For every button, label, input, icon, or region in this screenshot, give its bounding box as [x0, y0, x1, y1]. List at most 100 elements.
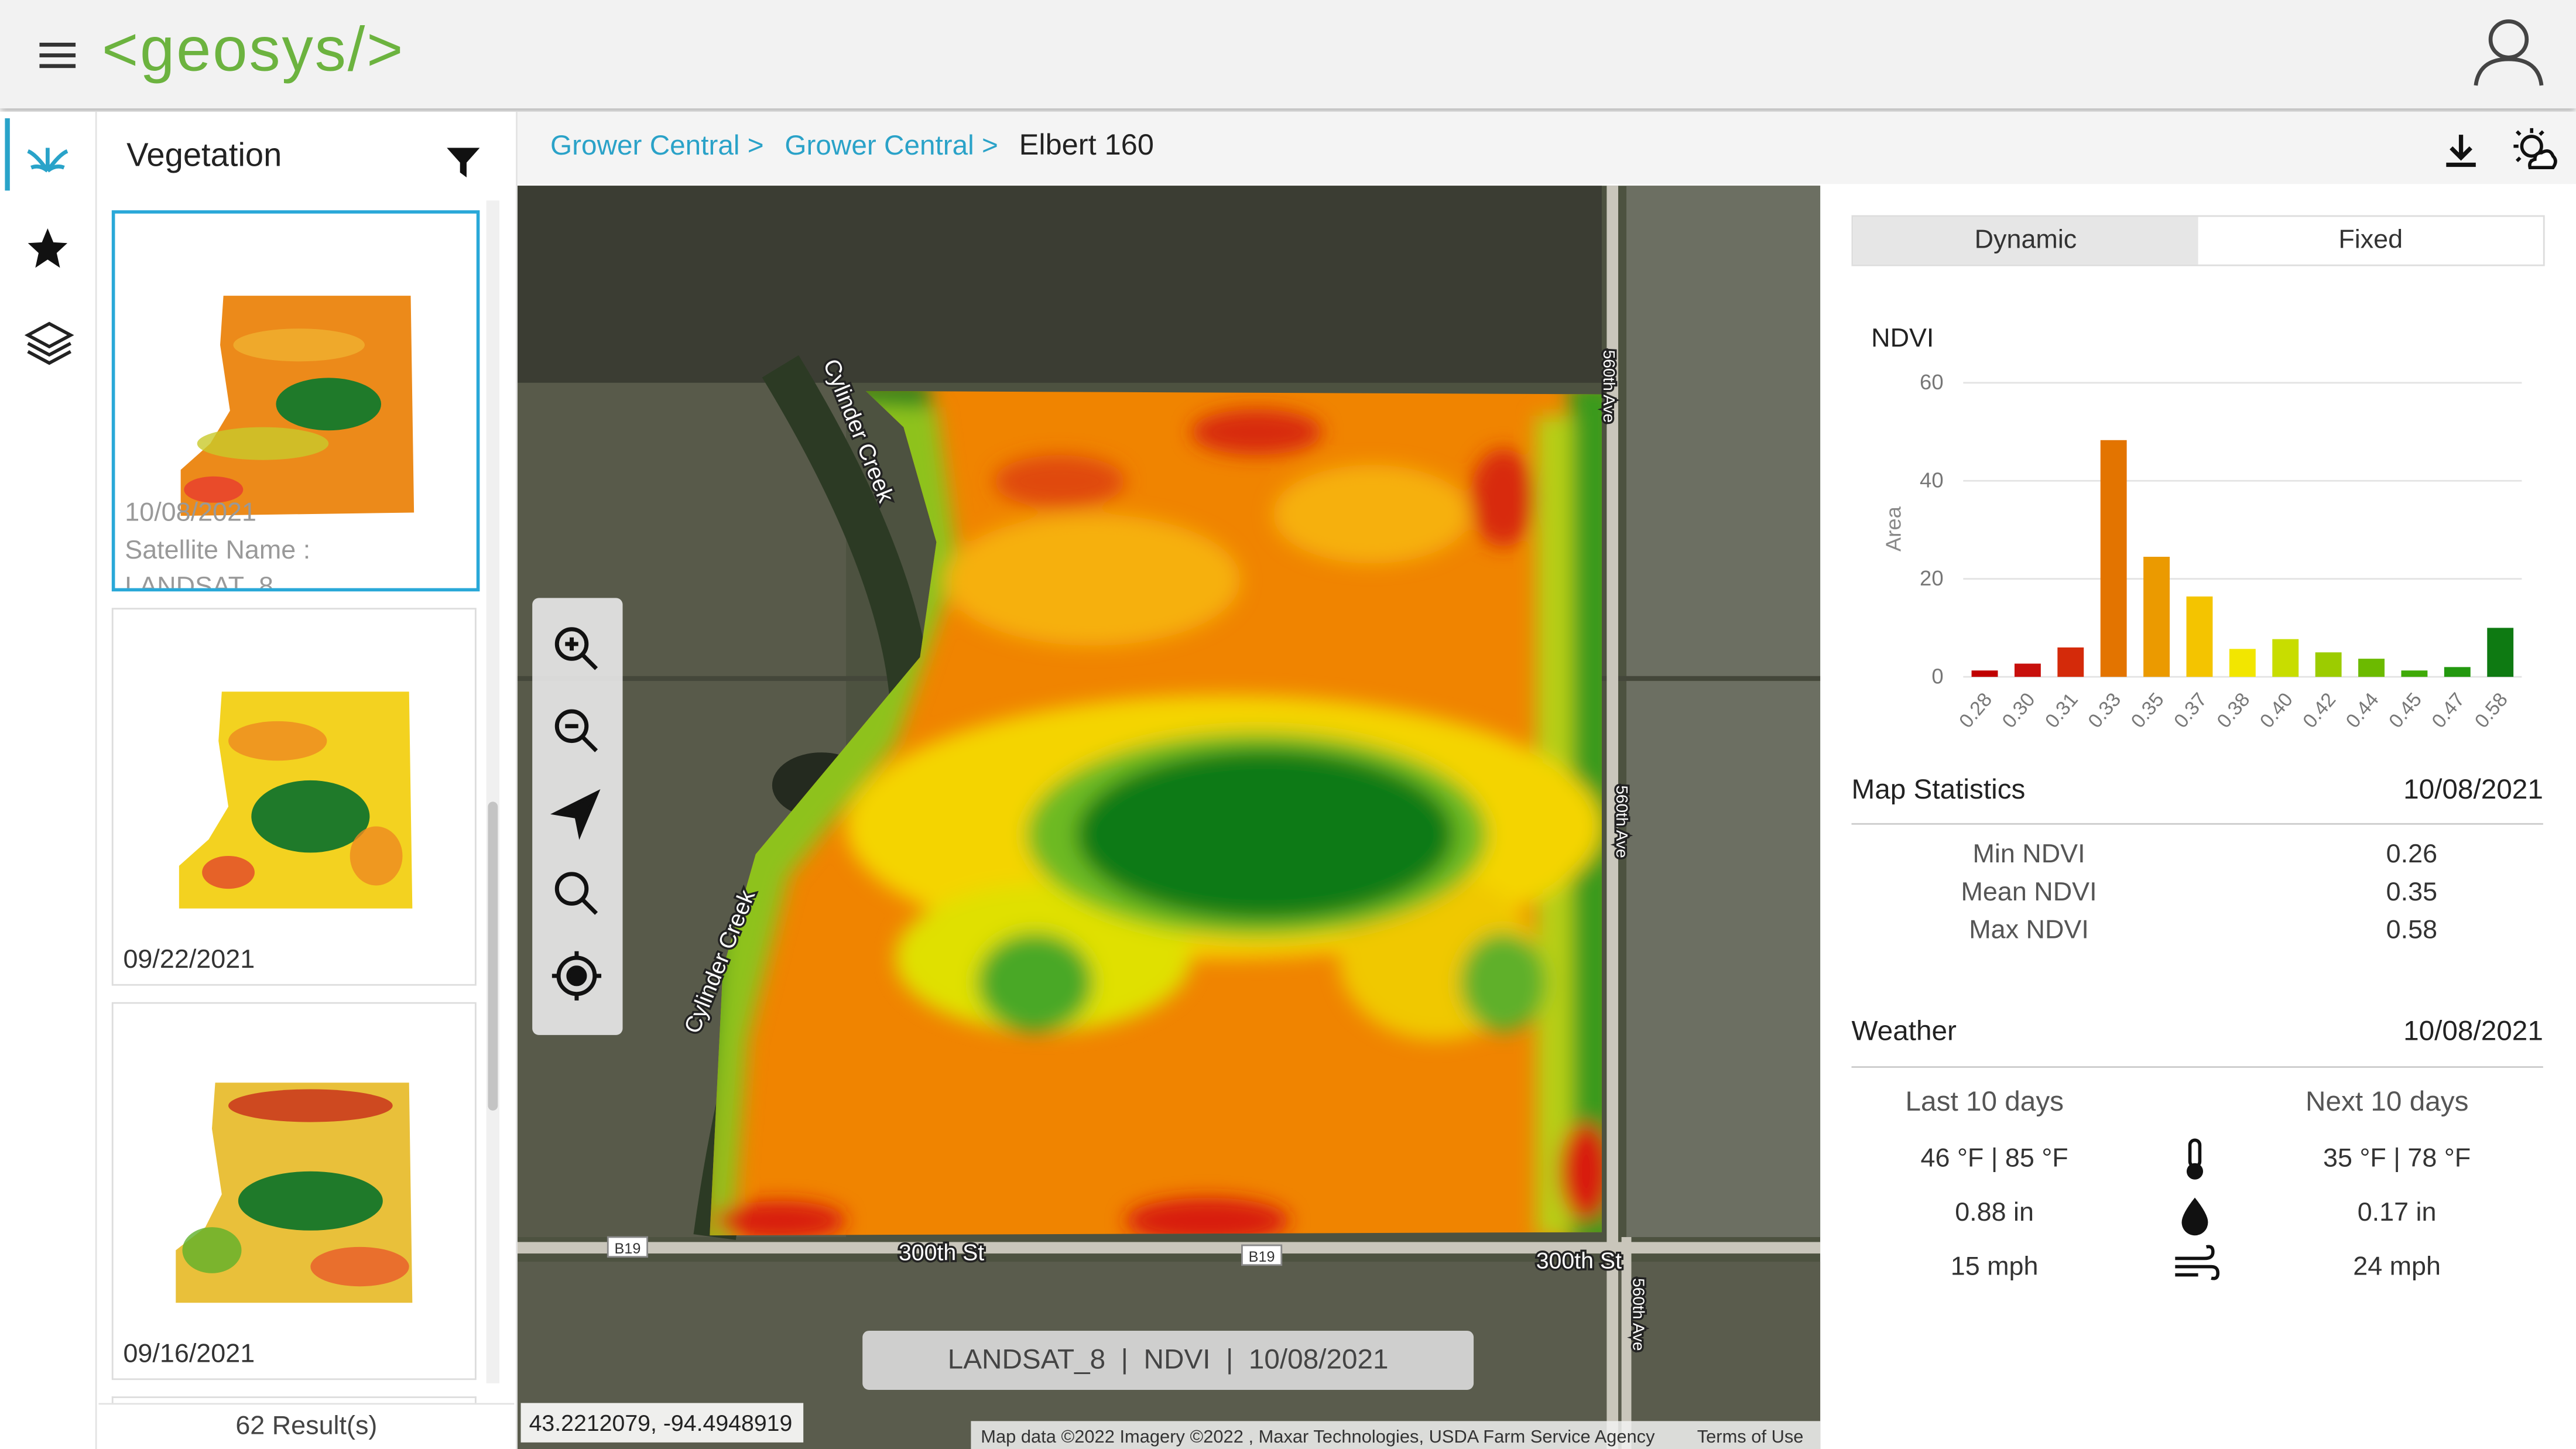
x-tick-label: 0.47	[2428, 689, 2469, 732]
y-tick-label: 40	[1920, 468, 1944, 492]
street-label: 300th St	[899, 1239, 984, 1265]
x-tick-label: 0.58	[2471, 689, 2512, 732]
stat-label: Mean NDVI	[1961, 879, 2097, 907]
scrollbar	[486, 200, 500, 1383]
satellite-label: Satellite Name :	[125, 537, 311, 566]
stat-value: 0.26	[2386, 841, 2438, 869]
bar	[2401, 670, 2428, 677]
avenue-label: 560th Ave	[1613, 785, 1631, 858]
stat-label: Min NDVI	[1972, 841, 2085, 869]
card-date: 09/22/2021	[123, 946, 255, 975]
scroll-thumb[interactable]	[488, 801, 498, 1111]
x-tick-label: 0.40	[2256, 689, 2297, 732]
toggle-fixed[interactable]: Fixed	[2338, 227, 2403, 255]
image-card[interactable]: 10/08/2021 Satellite Name : LANDSAT_8	[111, 210, 480, 592]
map[interactable]: Cylinder Creek Cylinder Creek 300th St 3…	[517, 186, 1821, 1449]
layers-tab[interactable]	[25, 318, 74, 368]
x-tick-label: 0.35	[2127, 689, 2168, 732]
image-card[interactable]: 09/16/2021	[111, 1002, 477, 1381]
bar	[2444, 667, 2471, 677]
breadcrumb-link[interactable]: Grower Central >	[550, 129, 764, 161]
x-tick-label: 0.28	[1955, 689, 1996, 732]
stat-label: Max NDVI	[1969, 916, 2089, 945]
filter-button[interactable]	[445, 145, 481, 181]
bar	[2272, 639, 2299, 677]
wind-icon	[2175, 1245, 2220, 1280]
x-tick-label: 0.44	[2342, 689, 2383, 732]
x-tick-label: 0.42	[2299, 689, 2340, 732]
breadcrumb-bar	[517, 111, 2576, 184]
x-tick-label: 0.30	[1998, 689, 2039, 732]
bar	[2057, 647, 2084, 677]
menu-button[interactable]	[39, 39, 78, 72]
sidebar-title: Vegetation	[126, 138, 282, 174]
bar	[2143, 557, 2170, 677]
favorites-tab[interactable]	[26, 227, 69, 269]
breadcrumb: Grower Central > Grower Central > Elbert…	[550, 128, 1154, 163]
zoom-in[interactable]	[554, 627, 598, 670]
user-icon[interactable]	[2471, 16, 2546, 88]
info-bar	[862, 1330, 1474, 1390]
info-text: LANDSAT_8 | NDVI | 10/08/2021	[948, 1344, 1389, 1375]
bar	[1971, 670, 1998, 677]
rain-icon	[2181, 1197, 2208, 1236]
locate[interactable]	[550, 789, 601, 840]
bar	[2186, 596, 2213, 677]
divider	[1851, 823, 2543, 825]
y-tick-label: 60	[1920, 370, 1944, 394]
x-tick-label: 0.38	[2213, 689, 2254, 732]
bar	[2014, 663, 2041, 677]
toggle-dynamic[interactable]: Dynamic	[1853, 217, 2198, 265]
thermometer-icon	[2186, 1138, 2204, 1180]
weather-button[interactable]	[2510, 125, 2560, 174]
x-tick-label: 0.45	[2385, 689, 2426, 732]
bar	[2315, 652, 2342, 677]
zoom-out[interactable]	[554, 709, 598, 752]
weather-next: 24 mph	[2353, 1253, 2441, 1282]
thumbnail	[176, 1083, 413, 1303]
x-tick-label: 0.37	[2170, 689, 2211, 732]
x-tick-label: 0.33	[2084, 689, 2125, 732]
stat-value: 0.58	[2386, 916, 2438, 945]
weather-next: 0.17 in	[2357, 1199, 2437, 1228]
card-date: 09/16/2021	[123, 1340, 255, 1369]
bar	[2358, 659, 2385, 677]
image-card[interactable]: 09/22/2021	[111, 608, 477, 986]
chart-title: NDVI	[1871, 323, 1934, 352]
center[interactable]	[551, 951, 602, 1001]
weather-title: Weather	[1851, 1015, 1957, 1047]
attribution: Map data ©2022 Imagery ©2022 , Maxar Tec…	[981, 1426, 1655, 1447]
results-footer	[98, 1403, 515, 1449]
y-tick-label: 0	[1931, 664, 1943, 688]
street-label: 300th St	[1536, 1248, 1622, 1273]
breadcrumb-link[interactable]: Grower Central >	[785, 129, 998, 161]
vegetation-tab[interactable]	[23, 135, 72, 177]
y-tick-label: 20	[1920, 566, 1944, 590]
coordinates: 43.2212079, -94.4948919	[529, 1410, 793, 1436]
logo[interactable]: <geosys/>	[101, 16, 405, 85]
search[interactable]	[554, 872, 598, 915]
avenue-label: 560th Ave	[1600, 350, 1618, 423]
breadcrumb-current: Elbert 160	[1019, 128, 1154, 161]
download-button[interactable]	[2441, 131, 2481, 170]
weather-next: 35 °F | 78 °F	[2323, 1145, 2471, 1173]
stats-title: Map Statistics	[1851, 773, 2026, 805]
stat-value: 0.35	[2386, 879, 2438, 907]
thumbnail	[180, 296, 415, 516]
bar	[2487, 628, 2514, 677]
weather-header: Next 10 days	[2306, 1085, 2469, 1118]
terms-link[interactable]: Terms of Use	[1697, 1426, 1804, 1447]
avenue-label: 560th Ave	[1629, 1278, 1647, 1351]
weather-past: 15 mph	[1950, 1253, 2039, 1282]
thumbnail	[179, 691, 413, 909]
y-axis-label: Area	[1882, 506, 1906, 551]
divider	[1851, 1066, 2543, 1068]
satellite-name: LANDSAT_8	[125, 573, 273, 592]
weather-past: 0.88 in	[1955, 1199, 2034, 1228]
rail-active	[5, 118, 10, 191]
bar	[2229, 649, 2256, 677]
weather-past: 46 °F | 85 °F	[1920, 1145, 2068, 1173]
toggle	[1851, 215, 2545, 266]
